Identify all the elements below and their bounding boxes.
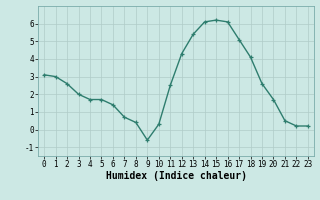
X-axis label: Humidex (Indice chaleur): Humidex (Indice chaleur) bbox=[106, 171, 246, 181]
